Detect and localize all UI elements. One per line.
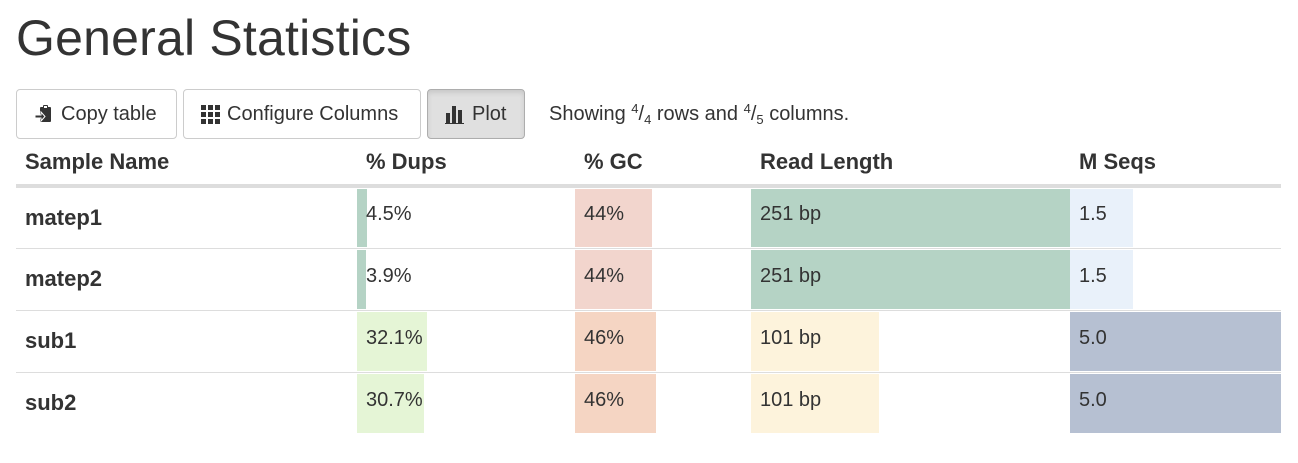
table-header-row: Sample Name % Dups % GC Read Length M Se… — [16, 140, 1281, 188]
table-row: matep1 4.5% 44% 251 bp 1.5 — [16, 186, 1281, 249]
gc-value: 44% — [584, 264, 625, 287]
readlen-cell: 101 bp — [751, 310, 1070, 373]
grid-icon — [201, 104, 220, 124]
readlen-cell: 101 bp — [751, 372, 1070, 434]
gc-cell: 46% — [575, 372, 751, 434]
showing-summary: Showing 4/4 rows and 4/5 columns. — [549, 101, 850, 127]
mseqs-value: 1.5 — [1079, 203, 1107, 226]
readlen-cell: 251 bp — [751, 248, 1070, 311]
dups-bar — [357, 189, 367, 247]
mseqs-cell: 5.0 — [1070, 372, 1281, 434]
mseqs-cell: 1.5 — [1070, 186, 1281, 249]
readlen-bar — [751, 249, 1070, 309]
copy-table-button[interactable]: Copy table — [16, 89, 177, 139]
sample-name-cell: matep1 — [16, 186, 357, 249]
gc-bar — [575, 311, 656, 371]
mseqs-bar — [1070, 249, 1134, 309]
readlen-value: 251 bp — [760, 203, 822, 226]
plot-button[interactable]: Plot — [427, 89, 525, 139]
bar-chart-icon — [445, 105, 464, 124]
rows-shown: 4 — [631, 101, 639, 116]
table-row: sub2 30.7% 46% 101 bp 5.0 — [16, 372, 1281, 434]
copy-table-label: Copy table — [61, 102, 157, 125]
dups-bar — [357, 311, 427, 371]
readlen-value: 101 bp — [760, 326, 822, 349]
mseqs-bar — [1070, 373, 1281, 433]
dups-value: 32.1% — [366, 326, 423, 349]
readlen-value: 101 bp — [760, 388, 822, 411]
readlen-bar — [751, 373, 880, 433]
readlen-value: 251 bp — [760, 264, 822, 287]
dups-value: 3.9% — [366, 264, 412, 287]
table-toolbar: Copy table Configure Columns Plot Showin… — [16, 89, 849, 139]
readlen-bar — [751, 311, 880, 371]
dups-cell: 3.9% — [357, 248, 575, 311]
gc-value: 46% — [584, 388, 625, 411]
header-read-length[interactable]: Read Length — [751, 140, 1070, 188]
dups-value: 4.5% — [366, 203, 412, 226]
mseqs-bar — [1070, 189, 1134, 247]
sample-name-cell: matep2 — [16, 248, 357, 311]
rows-total: 4 — [644, 112, 652, 127]
general-stats-table: Sample Name % Dups % GC Read Length M Se… — [16, 140, 1281, 434]
mseqs-value: 1.5 — [1079, 264, 1107, 287]
mseqs-bar — [1070, 311, 1281, 371]
plot-label: Plot — [472, 102, 507, 125]
gc-bar — [575, 189, 653, 247]
configure-columns-button[interactable]: Configure Columns — [183, 89, 421, 139]
sample-name-cell: sub1 — [16, 310, 357, 373]
readlen-cell: 251 bp — [751, 186, 1070, 249]
table-row: matep2 3.9% 44% 251 bp 1.5 — [16, 248, 1281, 311]
dups-bar — [357, 373, 424, 433]
table-row: sub1 32.1% 46% 101 bp 5.0 — [16, 310, 1281, 373]
mseqs-value: 5.0 — [1079, 388, 1107, 411]
mseqs-value: 5.0 — [1079, 326, 1107, 349]
sample-name-cell: sub2 — [25, 390, 77, 416]
header-dups[interactable]: % Dups — [357, 140, 575, 188]
dups-bar — [357, 249, 366, 309]
gc-cell: 46% — [575, 310, 751, 373]
gc-bar — [575, 373, 656, 433]
cols-total: 5 — [756, 112, 764, 127]
dups-value: 30.7% — [366, 388, 423, 411]
clipboard-icon — [34, 105, 51, 123]
gc-cell: 44% — [575, 186, 751, 249]
gc-value: 44% — [584, 203, 625, 226]
mseqs-cell: 5.0 — [1070, 310, 1281, 373]
gc-bar — [575, 249, 653, 309]
header-sample-name[interactable]: Sample Name — [16, 140, 357, 188]
gc-value: 46% — [584, 326, 625, 349]
header-m-seqs[interactable]: M Seqs — [1070, 140, 1281, 188]
configure-columns-label: Configure Columns — [227, 102, 399, 125]
dups-cell: 30.7% — [357, 372, 575, 434]
mseqs-cell: 1.5 — [1070, 248, 1281, 311]
dups-cell: 32.1% — [357, 310, 575, 373]
dups-cell: 4.5% — [357, 186, 575, 249]
header-gc[interactable]: % GC — [575, 140, 751, 188]
gc-cell: 44% — [575, 248, 751, 311]
readlen-bar — [751, 189, 1070, 247]
cols-shown: 4 — [743, 101, 751, 116]
page-title: General Statistics — [16, 10, 412, 66]
